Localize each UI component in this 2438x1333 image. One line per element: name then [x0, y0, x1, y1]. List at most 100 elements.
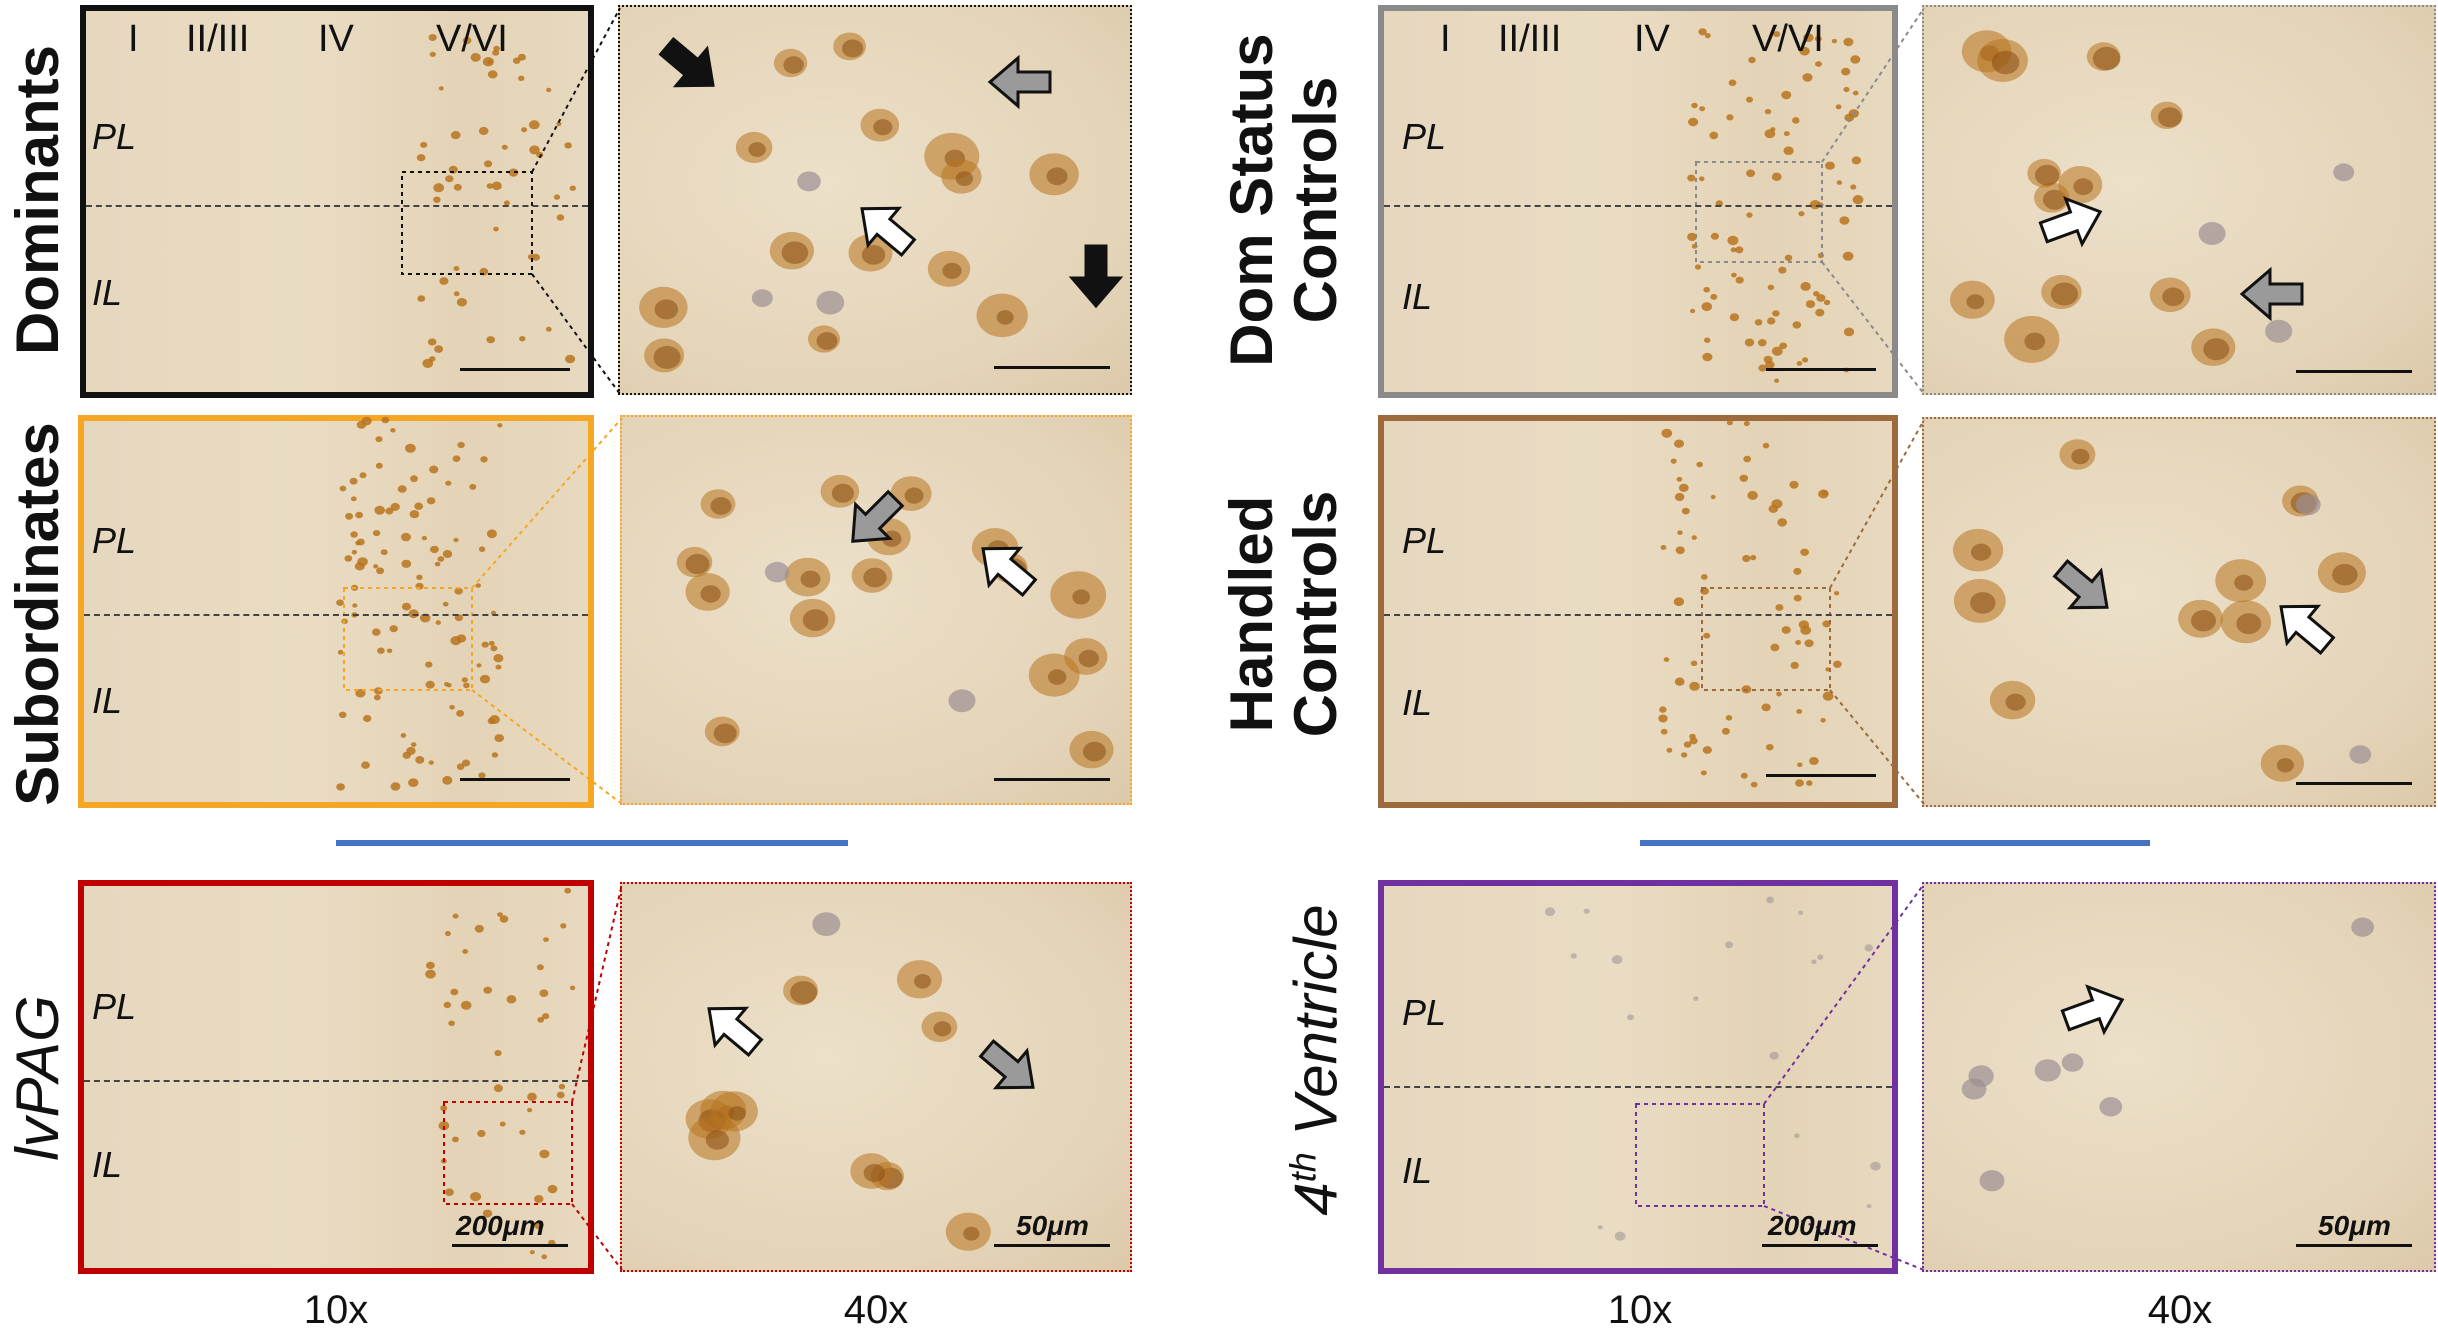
stained-cell-core: [2191, 610, 2216, 632]
stained-cell: [1743, 455, 1752, 463]
stained-cell: [1689, 681, 1700, 691]
stained-cell: [1841, 67, 1851, 76]
scale-bar-10x: [452, 1244, 568, 1247]
stained-cell-core: [781, 241, 809, 264]
stained-cell: [1694, 264, 1702, 270]
stained-cell: [349, 477, 358, 485]
stained-cell: [1677, 530, 1683, 535]
stained-cell: [1783, 146, 1794, 155]
stained-cell-core: [1046, 167, 1068, 186]
stained-cell: [463, 682, 470, 689]
stained-cell: [461, 677, 468, 683]
stained-cell: [1771, 346, 1783, 356]
nucleus: [797, 171, 821, 192]
stained-cell: [442, 550, 453, 558]
nucleus: [1794, 1133, 1800, 1139]
stained-cell: [1820, 718, 1826, 723]
region-label-il: IL: [92, 680, 123, 721]
stained-cell: [1703, 286, 1710, 293]
stained-cell: [1731, 272, 1737, 278]
stained-cell: [469, 483, 477, 490]
group-label-dom-status-controls: Dom Status Controls: [1218, 33, 1349, 366]
stained-cell: [428, 760, 434, 765]
stained-cell: [1789, 480, 1799, 489]
row-separator: [1640, 840, 2150, 846]
stained-cell: [508, 168, 519, 177]
stained-cell: [553, 194, 561, 200]
stained-cell: [417, 295, 426, 302]
stained-cell: [1710, 293, 1718, 300]
stained-cell: [372, 530, 381, 537]
fourth-ventricle-zoom-box: [1635, 1103, 1765, 1207]
stained-cell: [1710, 232, 1719, 240]
stained-cell: [506, 995, 517, 1004]
stained-cell-core: [748, 142, 766, 157]
stained-cell: [1852, 195, 1864, 205]
black-arrow: [1070, 244, 1122, 308]
stained-cell: [1813, 291, 1820, 297]
stained-cell: [1701, 302, 1713, 312]
stained-cell: [350, 496, 357, 502]
stained-cell: [534, 1221, 544, 1230]
stained-cell: [397, 485, 407, 493]
stained-cell: [1851, 156, 1862, 165]
stained-cell: [1750, 781, 1758, 788]
pl-il-divider: [1384, 205, 1892, 207]
stained-cell: [1700, 770, 1707, 776]
stained-cell: [1690, 660, 1698, 667]
stained-cell: [1674, 677, 1685, 686]
stained-cell-core: [2042, 189, 2067, 210]
stained-cell: [415, 756, 425, 764]
stained-cell: [1798, 211, 1805, 217]
stained-cell-core: [2236, 613, 2262, 635]
stained-cell: [1699, 106, 1706, 112]
nucleus: [1766, 896, 1774, 904]
layer-label-i: I: [128, 18, 139, 60]
stained-cell: [336, 599, 344, 606]
stained-cell: [374, 505, 386, 515]
nucleus: [1693, 996, 1699, 1001]
scale-bar-10x: [1766, 774, 1876, 777]
stained-cell: [359, 472, 367, 479]
stained-cell: [1831, 38, 1837, 44]
nucleus: [1570, 953, 1577, 959]
stained-cell: [429, 465, 439, 474]
stained-cell: [493, 226, 499, 232]
stained-cell-core: [700, 585, 721, 603]
stained-cell-core: [863, 567, 887, 588]
stained-cell: [556, 214, 565, 221]
stained-cell: [1834, 591, 1840, 596]
region-label-il: IL: [1402, 276, 1433, 317]
stained-cell-core: [963, 1226, 980, 1241]
stained-cell: [497, 423, 503, 428]
stained-cell: [1798, 620, 1810, 630]
stained-cell: [483, 986, 493, 994]
handled-zoom-box: [1701, 587, 1831, 691]
stained-cell: [482, 1209, 493, 1218]
stained-cell-core: [653, 345, 681, 369]
stained-cell: [1661, 428, 1673, 438]
stained-cell: [1797, 762, 1803, 768]
stained-cell: [565, 354, 576, 364]
stained-cell: [1852, 90, 1859, 96]
stained-cell: [357, 557, 368, 567]
stained-cell-core: [933, 1021, 952, 1037]
stained-cell: [453, 537, 459, 543]
stained-cell: [454, 587, 463, 595]
stained-cell: [460, 1000, 472, 1010]
stained-cell: [1799, 46, 1810, 56]
stained-cell-core: [2332, 563, 2358, 586]
stained-cell: [456, 710, 465, 717]
stained-cell: [1792, 117, 1800, 124]
stained-cell: [476, 663, 482, 668]
stained-cell: [450, 988, 459, 996]
layer-label-v-vi: V/VI: [1752, 18, 1824, 60]
stained-cell-core: [2162, 287, 2185, 307]
stained-cell: [1796, 709, 1803, 714]
stained-cell-core: [790, 981, 818, 1004]
subordinates-zoom-box: [343, 587, 473, 691]
stained-cell: [452, 1136, 459, 1143]
stained-cell-core: [705, 1130, 730, 1150]
nucleus: [751, 289, 773, 307]
stained-cell: [536, 151, 544, 158]
